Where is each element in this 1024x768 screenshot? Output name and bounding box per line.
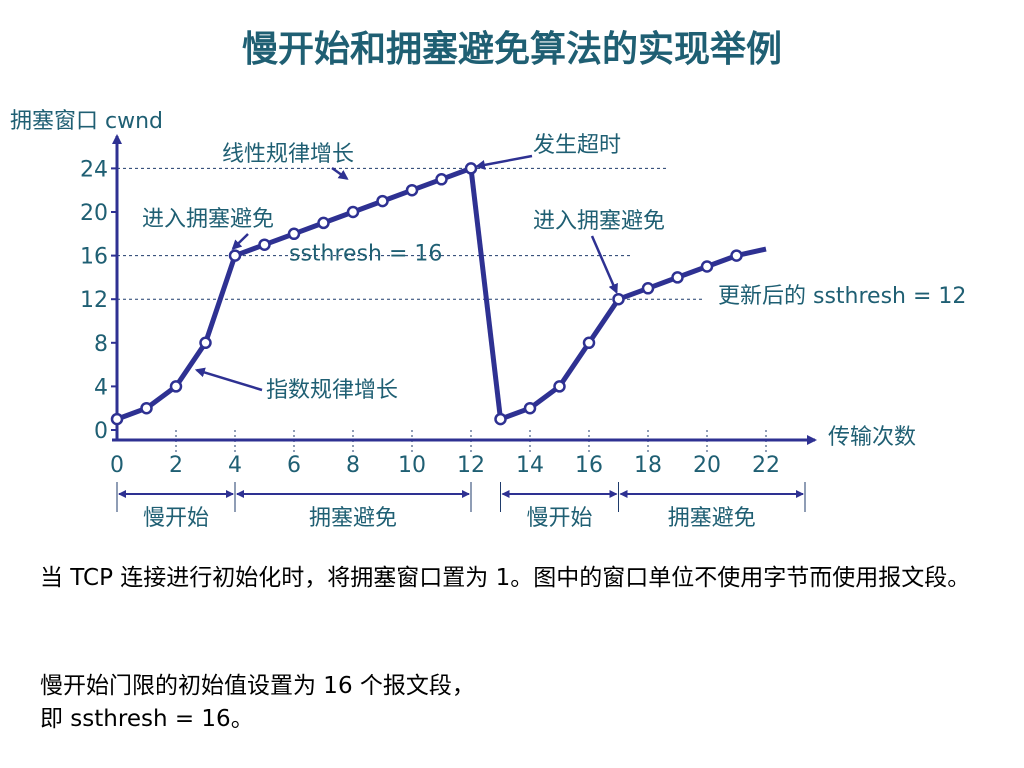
series-line-2 bbox=[499, 246, 767, 422]
data-point bbox=[169, 380, 183, 393]
data-point bbox=[228, 249, 242, 262]
annotation-arrow bbox=[194, 367, 263, 392]
data-point bbox=[612, 292, 625, 306]
annotation-label: 指数规律增长 bbox=[266, 378, 398, 403]
data-point bbox=[199, 336, 212, 350]
y-tick-label: 20 bbox=[80, 201, 108, 226]
phase-label: 慢开始 bbox=[143, 506, 209, 531]
x-tick-label: 10 bbox=[398, 453, 426, 478]
data-point bbox=[523, 401, 537, 415]
phase-label: 慢开始 bbox=[526, 506, 592, 531]
data-point bbox=[494, 412, 507, 426]
data-point bbox=[671, 271, 684, 284]
x-tick-label: 16 bbox=[575, 453, 603, 478]
data-point bbox=[140, 401, 153, 415]
paragraph-initial-ssthresh: 慢开始门限的初始值设置为 16 个报文段， 即 ssthresh = 16。 bbox=[40, 673, 475, 732]
data-point bbox=[553, 380, 566, 393]
annotation-arrow bbox=[231, 233, 249, 250]
data-point bbox=[700, 260, 714, 273]
x-tick-label: 6 bbox=[287, 453, 301, 478]
x-axis-label: 传输次数 bbox=[828, 425, 916, 450]
data-point bbox=[435, 173, 448, 186]
data-point bbox=[405, 183, 419, 197]
x-tick-label: 4 bbox=[228, 453, 242, 478]
annotation-label: 进入拥塞避免 bbox=[533, 209, 665, 234]
x-tick-label: 8 bbox=[346, 453, 360, 478]
data-point bbox=[258, 238, 271, 251]
data-point bbox=[376, 194, 389, 208]
x-tick-label: 22 bbox=[752, 453, 780, 478]
y-tick-label: 12 bbox=[80, 288, 108, 313]
x-tick-label: 0 bbox=[110, 453, 124, 478]
y-axis-label: 拥塞窗口 cwnd bbox=[10, 109, 163, 134]
page-title: 慢开始和拥塞避免算法的实现举例 bbox=[241, 29, 782, 70]
data-point bbox=[287, 227, 301, 241]
data-point bbox=[730, 249, 743, 262]
data-point bbox=[464, 162, 478, 175]
data-point bbox=[110, 412, 124, 426]
annotation-label: 发生超时 bbox=[533, 133, 621, 158]
data-point bbox=[346, 205, 360, 219]
cwnd-chart: ssthresh = 16 更新后的 ssthresh = 12 拥塞窗口 cwn… bbox=[10, 109, 966, 531]
data-point bbox=[582, 336, 596, 350]
x-tick-label: 18 bbox=[634, 453, 662, 478]
annotation-arrow bbox=[475, 154, 533, 170]
annotation-arrow bbox=[590, 235, 618, 295]
new-ssthresh-label: 更新后的 ssthresh = 12 bbox=[718, 284, 966, 309]
y-tick-label: 4 bbox=[94, 375, 108, 400]
annotation-label: 进入拥塞避免 bbox=[142, 207, 274, 232]
data-point bbox=[641, 282, 655, 295]
y-tick-label: 16 bbox=[80, 245, 108, 270]
annotation-label: 线性规律增长 bbox=[222, 142, 354, 167]
x-tick-label: 20 bbox=[693, 453, 721, 478]
ssthresh-label: ssthresh = 16 bbox=[289, 242, 442, 267]
phase-label: 拥塞避免 bbox=[309, 506, 397, 531]
annotation-arrow bbox=[331, 166, 349, 180]
paragraph-init-window: 当 TCP 连接进行初始化时，将拥塞窗口置为 1。图中的窗口单位不使用字节而使用… bbox=[40, 565, 971, 591]
x-tick-label: 12 bbox=[457, 453, 485, 478]
x-tick-label: 2 bbox=[169, 453, 183, 478]
y-tick-label: 0 bbox=[94, 419, 108, 444]
y-tick-label: 24 bbox=[80, 157, 108, 182]
timeout-drop-line bbox=[468, 168, 503, 420]
phase-label: 拥塞避免 bbox=[668, 506, 756, 531]
data-point bbox=[317, 216, 330, 230]
x-tick-label: 14 bbox=[516, 453, 544, 478]
y-tick-label: 8 bbox=[94, 332, 108, 357]
